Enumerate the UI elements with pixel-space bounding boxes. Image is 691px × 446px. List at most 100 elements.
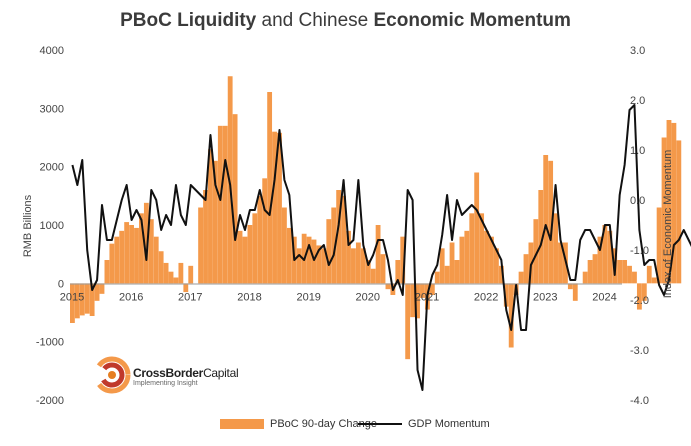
bar (168, 271, 174, 284)
bar (173, 277, 179, 284)
bar (153, 236, 159, 284)
bar (247, 225, 253, 284)
bar (316, 245, 322, 284)
bar (646, 265, 652, 284)
bar (429, 283, 435, 295)
bar (405, 283, 411, 360)
bar (498, 265, 504, 284)
bar (597, 236, 603, 284)
bar (99, 283, 105, 294)
bar (134, 227, 139, 284)
bar (484, 230, 489, 284)
left-y-tick-label: 0 (58, 278, 64, 290)
bar (109, 243, 115, 284)
bar (203, 190, 208, 284)
bar (222, 125, 228, 284)
title-part-2: and Chinese (256, 10, 374, 31)
bar (124, 222, 130, 284)
bar (651, 277, 657, 284)
legend: PBoC 90-day Change GDP Momentum (0, 418, 691, 438)
bar (558, 242, 563, 284)
bar (671, 122, 677, 284)
bar (508, 283, 514, 348)
title-part-3: Economic Momentum (373, 10, 571, 31)
bar (400, 236, 406, 284)
gdp-momentum-line (71, 104, 691, 391)
bar (217, 125, 223, 284)
right-y-tick-label: 3.0 (630, 45, 645, 57)
bar (212, 160, 218, 284)
crossbordercapital-logo: CrossBorderCapital Implementing Insight (93, 354, 263, 394)
legend-bar-swatch (220, 419, 264, 429)
left-y-tick-label: 1000 (40, 220, 64, 232)
logo-tagline: Implementing Insight (133, 380, 198, 387)
bar (341, 195, 346, 284)
bar (163, 262, 169, 284)
x-tick-label: 2019 (296, 291, 320, 303)
right-axis-label: Index of Economic Momentum (662, 150, 674, 299)
bar (257, 195, 263, 284)
bar (360, 248, 366, 284)
bar (395, 260, 401, 284)
x-tick-label: 2016 (119, 291, 143, 303)
bar (129, 225, 134, 284)
bar (188, 265, 194, 284)
bar (627, 265, 632, 284)
bar (385, 283, 391, 290)
bar (434, 271, 440, 284)
legend-item-line: GDP Momentum (358, 418, 490, 430)
logo-swirl-icon (93, 356, 131, 394)
bar (587, 260, 593, 284)
bar (198, 207, 204, 284)
bar (346, 230, 351, 284)
x-tick-label: 2023 (533, 291, 557, 303)
bar (296, 248, 302, 284)
right-y-tick-label: -2.0 (630, 295, 649, 307)
bar (439, 248, 445, 284)
legend-line-swatch (358, 423, 402, 425)
right-y-ticks: 3.02.01.00.0-1.0-2.0-3.0-4.0 (630, 45, 649, 407)
left-y-tick-label: -2000 (36, 395, 64, 407)
bar (464, 230, 470, 284)
bar (632, 271, 637, 284)
bar-series (70, 76, 682, 360)
bar (277, 132, 282, 284)
bar (252, 213, 258, 284)
bar (553, 213, 558, 284)
bar (242, 236, 248, 284)
bar (232, 114, 238, 284)
bar (454, 260, 460, 284)
chart-title: PBoC Liquidity and Chinese Economic Mome… (0, 10, 691, 32)
bar (89, 283, 95, 316)
bar (351, 248, 356, 284)
bar (582, 271, 588, 284)
bar (523, 254, 529, 284)
left-y-tick-label: 2000 (40, 162, 64, 174)
left-y-ticks: 4000 3000 2000 1000 0 -1000 -2000 (36, 45, 64, 407)
bar (282, 207, 287, 284)
bar (84, 283, 90, 314)
bar (336, 190, 342, 284)
bar (420, 283, 425, 298)
bar (666, 120, 672, 284)
legend-line-label: GDP Momentum (408, 418, 490, 430)
bar (227, 76, 233, 284)
bar (676, 140, 682, 284)
x-tick-label: 2022 (474, 291, 498, 303)
bar (567, 283, 573, 290)
bar (237, 230, 243, 284)
bar (114, 236, 120, 284)
bar (104, 260, 110, 284)
bar (617, 260, 623, 284)
bar (469, 213, 475, 284)
bar (331, 207, 337, 284)
bar (636, 283, 642, 310)
x-tick-label: 2020 (356, 291, 380, 303)
bar (548, 160, 554, 284)
bar (449, 242, 455, 284)
bar (661, 137, 667, 284)
bar (321, 248, 327, 284)
logo-wordmark: CrossBorderCapital (133, 366, 239, 380)
bar (607, 230, 613, 284)
